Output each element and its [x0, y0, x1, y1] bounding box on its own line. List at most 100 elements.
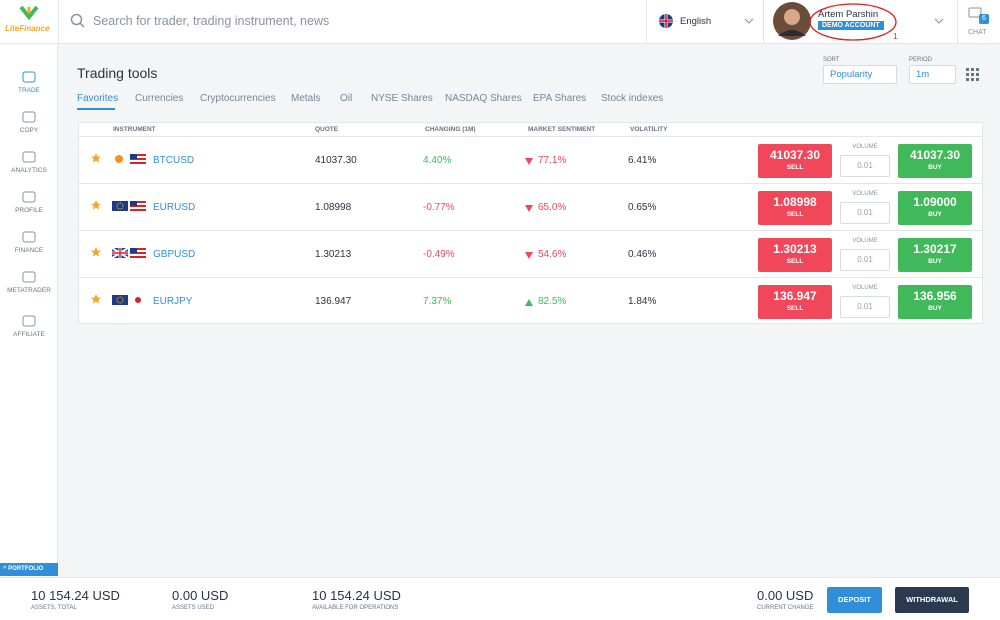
tab[interactable]: Favorites — [77, 93, 119, 104]
flags — [112, 295, 146, 305]
sidebar-item[interactable]: PROFILE — [0, 190, 58, 214]
sidebar-item[interactable]: AFFILIATE — [0, 314, 58, 338]
sidebar-label: AFFILIATE — [13, 331, 45, 338]
flags — [112, 247, 146, 259]
header: LiteFinance Search for trader, trading i… — [0, 0, 1000, 44]
volume-label: VOLUME — [852, 191, 878, 197]
footer-value: 10 154.24 USD — [31, 588, 120, 603]
chat-label[interactable]: CHAT — [968, 29, 987, 36]
period-dropdown[interactable]: 1m — [909, 65, 956, 84]
footer-label: AVAILABLE FOR OPERATIONS — [312, 605, 399, 611]
grid-view-icon[interactable] — [966, 68, 979, 81]
sell-button[interactable]: 1.30213 SELL — [758, 238, 832, 272]
tab[interactable]: Cryptocurrencies — [200, 93, 276, 104]
annotation-number: 1 — [893, 32, 898, 41]
buy-button[interactable]: 41037.30 BUY — [898, 144, 972, 178]
quote: 41037.30 — [315, 155, 357, 166]
avatar[interactable] — [773, 2, 811, 40]
page-title: Trading tools — [77, 65, 158, 81]
table-row[interactable]: EURUSD 1.08998 -0.77% 65.0% 0.65% 1.0899… — [79, 183, 982, 230]
sell-label: SELL — [786, 305, 804, 312]
column-header: INSTRUMENT — [113, 126, 156, 133]
sell-button[interactable]: 41037.30 SELL — [758, 144, 832, 178]
tab[interactable]: NASDAQ Shares — [445, 93, 522, 104]
sidebar-item[interactable]: METATRADER — [0, 270, 58, 294]
flag-gb — [659, 14, 673, 28]
withdrawal-button[interactable]: WITHDRAWAL — [895, 587, 969, 613]
table-row[interactable]: GBPUSD 1.30213 -0.49% 54.6% 0.46% 1.3021… — [79, 230, 982, 277]
buy-label: BUY — [928, 164, 942, 171]
divider — [646, 0, 647, 44]
sidebar-item[interactable]: FINANCE — [0, 230, 58, 254]
star[interactable] — [91, 200, 101, 210]
star[interactable] — [91, 247, 101, 257]
buy-button[interactable]: 136.956 BUY — [898, 285, 972, 319]
volatility: 1.84% — [628, 296, 657, 307]
instrument[interactable]: EURUSD — [153, 202, 196, 213]
tab[interactable]: Stock indexes — [601, 93, 664, 104]
sentiment-arrow — [525, 252, 533, 259]
tab[interactable]: EPA Shares — [533, 93, 587, 104]
sidebar-icon — [22, 271, 36, 283]
search-input[interactable]: Search for trader, trading instrument, n… — [93, 14, 330, 28]
quote: 1.30213 — [315, 249, 352, 260]
divider — [957, 0, 958, 44]
instrument[interactable]: EURJPY — [153, 296, 193, 307]
buy-price: 1.09000 — [913, 195, 957, 209]
table-row[interactable]: EURJPY 136.947 7.37% 82.5% 1.84% 136.947… — [79, 277, 982, 324]
sell-label: SELL — [786, 164, 804, 171]
language[interactable]: English — [680, 16, 712, 27]
sell-price: 41037.30 — [769, 148, 821, 162]
sidebar-label: PROFILE — [15, 207, 43, 214]
quote: 136.947 — [315, 296, 352, 307]
sidebar-item[interactable]: TRADE — [0, 70, 58, 94]
tab[interactable]: Oil — [340, 93, 353, 104]
footer-label: CURRENT CHANGE — [757, 605, 814, 611]
footer-value: 0.00 USD — [757, 588, 814, 603]
quote: 1.08998 — [315, 202, 352, 213]
sidebar-label: COPY — [19, 127, 39, 134]
volume-label: VOLUME — [852, 285, 878, 291]
volume-input[interactable]: 0.01 — [840, 249, 890, 271]
sell-button[interactable]: 136.947 SELL — [758, 285, 832, 319]
volume-input[interactable]: 0.01 — [840, 296, 890, 318]
column-header: VOLATILITY — [630, 126, 668, 133]
deposit-button[interactable]: DEPOSIT — [827, 587, 882, 613]
buy-button[interactable]: 1.09000 BUY — [898, 191, 972, 225]
user-name[interactable]: Artem Parshin — [818, 9, 879, 20]
tab[interactable]: Metals — [291, 93, 321, 104]
sidebar-item[interactable]: COPY — [0, 110, 58, 134]
buy-price: 136.956 — [913, 289, 957, 303]
sidebar-item[interactable]: ANALYTICS — [0, 150, 58, 174]
chat-icon[interactable] — [968, 7, 984, 21]
sell-price: 1.30213 — [773, 242, 817, 256]
divider — [58, 0, 59, 44]
volume-input[interactable]: 0.01 — [840, 202, 890, 224]
sidebar-icon — [22, 315, 36, 327]
buy-button[interactable]: 1.30217 BUY — [898, 238, 972, 272]
buy-label: BUY — [928, 258, 942, 265]
portfolio-toggle[interactable]: ^ PORTFOLIO — [0, 563, 58, 576]
footer-value: 10 154.24 USD — [312, 588, 401, 603]
tab[interactable]: Currencies — [135, 93, 184, 104]
table-row[interactable]: BTCUSD 41037.30 4.40% 77.1% 6.41% 41037.… — [79, 136, 982, 183]
sidebar-icon — [22, 231, 36, 243]
volume-label: VOLUME — [852, 238, 878, 244]
divider — [763, 0, 764, 44]
star[interactable] — [91, 294, 101, 304]
sell-button[interactable]: 1.08998 SELL — [758, 191, 832, 225]
chevron — [934, 18, 944, 24]
instrument-table: BTCUSD 41037.30 4.40% 77.1% 6.41% 41037.… — [78, 122, 983, 324]
sell-label: SELL — [786, 258, 804, 265]
flags — [112, 201, 146, 211]
sort-dropdown[interactable]: Popularity — [823, 65, 897, 84]
instrument[interactable]: BTCUSD — [153, 155, 195, 166]
instrument[interactable]: GBPUSD — [153, 249, 196, 260]
period-label: PERIOD — [909, 57, 933, 63]
star[interactable] — [91, 153, 101, 163]
sidebar-icon — [22, 111, 36, 123]
tab[interactable]: NYSE Shares — [371, 93, 433, 104]
volume-input[interactable]: 0.01 — [840, 155, 890, 177]
sentiment: 82.5% — [538, 296, 567, 307]
volatility: 0.46% — [628, 249, 657, 260]
